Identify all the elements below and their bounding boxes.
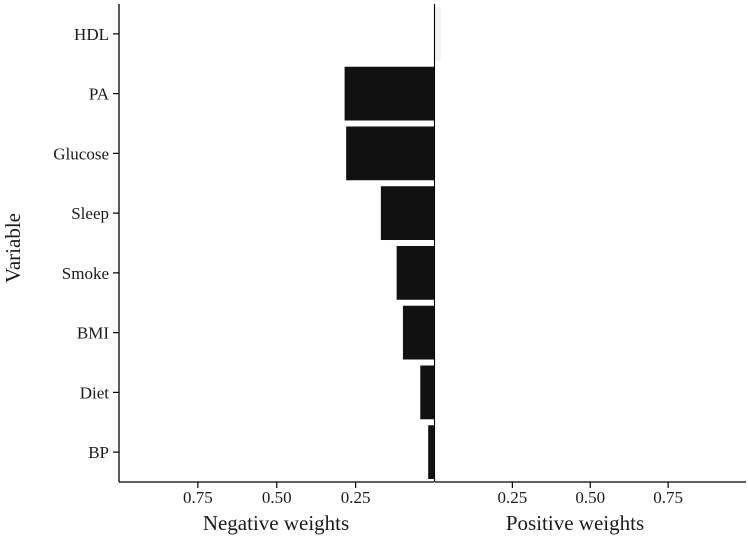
negative-x-tick-label: 0.75 [183, 488, 213, 507]
positive-x-tick-label: 0.75 [653, 488, 683, 507]
y-tick-label-diet: Diet [80, 383, 110, 402]
bar-bp [428, 425, 435, 480]
y-tick-label-bp: BP [88, 443, 109, 462]
negative-x-tick-label: 0.50 [262, 488, 292, 507]
bar-smoke [396, 245, 435, 300]
positive-x-tick-label: 0.50 [575, 488, 605, 507]
bar-bmi [402, 305, 435, 360]
y-tick-label-glucose: Glucose [53, 144, 109, 163]
y-tick-label-bmi: BMI [77, 324, 109, 343]
y-tick-label-pa: PA [89, 85, 110, 104]
bar-sleep [380, 186, 435, 241]
bar-diet [420, 365, 435, 420]
positive-x-tick-label: 0.25 [498, 488, 528, 507]
ticks-layer: HDL PA Glucose Sleep Smoke BMI Diet BP 0.75 0.50 0… [53, 25, 683, 507]
bars-layer [344, 6, 441, 480]
bar-pa [344, 66, 435, 121]
y-tick-label-smoke: Smoke [62, 264, 109, 283]
negative-x-tick-label: 0.25 [341, 488, 371, 507]
positive-x-axis-title: Positive weights [506, 511, 644, 535]
y-tick-label-hdl: HDL [74, 25, 109, 44]
y-axis-title: Variable [1, 213, 25, 283]
bar-hdl [434, 6, 441, 61]
y-tick-label-sleep: Sleep [71, 204, 109, 223]
negative-x-axis-title: Negative weights [203, 511, 349, 535]
bar-glucose [346, 126, 435, 181]
